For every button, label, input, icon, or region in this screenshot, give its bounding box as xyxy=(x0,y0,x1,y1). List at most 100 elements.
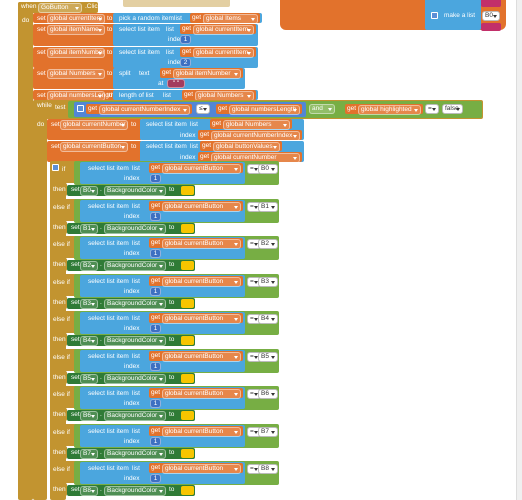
get-block xyxy=(180,47,256,57)
list-socket-label: list xyxy=(132,202,140,210)
get-block xyxy=(149,463,243,473)
list-block-label: select list item xyxy=(88,352,129,360)
then-label: then xyxy=(53,336,66,343)
set-block xyxy=(33,90,118,100)
text-dropdown: B8 xyxy=(258,464,278,474)
index-label: index xyxy=(124,325,140,332)
number-block: 1 xyxy=(150,174,161,183)
to-label: to xyxy=(131,121,137,128)
then-label: then xyxy=(53,223,66,231)
set-label: set xyxy=(71,223,80,231)
get-label: get xyxy=(200,153,210,160)
component-dropdown: B0 xyxy=(80,186,98,196)
component-dropdown: B4 xyxy=(80,336,98,346)
component-dropdown: B7 xyxy=(80,448,98,459)
component-set-block xyxy=(67,185,195,196)
index-label: index xyxy=(180,154,196,161)
color-block xyxy=(181,261,194,270)
if-keyword: else if xyxy=(53,466,70,473)
set-block xyxy=(33,68,118,89)
if-keyword: else if xyxy=(53,353,70,361)
if-block xyxy=(50,236,80,258)
index-label: index xyxy=(168,59,184,66)
list-socket-label: list xyxy=(174,15,182,22)
variable-dropdown: global currentNumberIndex xyxy=(99,105,190,115)
property-dropdown: BackgroundColor xyxy=(104,336,166,346)
to-label: to xyxy=(107,70,113,77)
if-keyword: else if xyxy=(53,316,70,323)
property-dropdown: BackgroundColor xyxy=(104,223,166,234)
get-label: get xyxy=(151,201,161,209)
set-label: set xyxy=(71,298,80,306)
variable-dropdown: global currentButton xyxy=(162,314,241,324)
get-block xyxy=(149,200,243,211)
color-block xyxy=(181,186,194,195)
event-when: when xyxy=(21,3,37,10)
index-label: index xyxy=(124,362,140,370)
index-label: at xyxy=(158,80,164,87)
event-block xyxy=(18,2,98,13)
list-block-label: select list item xyxy=(88,427,129,435)
set-label: set xyxy=(37,15,46,22)
to-label: to xyxy=(169,448,175,456)
operator-dropdown: = xyxy=(425,104,439,114)
dot-label: . xyxy=(100,373,102,381)
then-block xyxy=(50,483,67,496)
get-block xyxy=(149,275,243,286)
list-socket-label: list xyxy=(163,92,171,99)
to-label: to xyxy=(169,373,175,381)
number-block: 1 xyxy=(180,35,191,44)
number-block: 1 xyxy=(150,399,161,408)
set-label: set xyxy=(71,448,80,456)
if-block xyxy=(50,198,80,221)
set-label: set xyxy=(37,92,46,99)
index-label: index xyxy=(124,250,140,257)
variable-dropdown: global itemName xyxy=(47,25,105,35)
dot-label: . xyxy=(100,448,102,456)
list-block-label: select list item xyxy=(119,26,160,33)
then-block xyxy=(50,183,67,196)
variable-dropdown: global highlighted xyxy=(358,105,421,115)
then-block xyxy=(50,295,67,309)
list-block-label: select list item xyxy=(88,315,129,322)
number-block: 1 xyxy=(150,286,161,296)
variable-dropdown: global currentItem xyxy=(193,25,254,35)
index-label: index xyxy=(168,36,184,43)
set-label: set xyxy=(37,49,46,56)
event-body-bar xyxy=(18,2,33,500)
to-label: to xyxy=(131,143,137,150)
get-block xyxy=(160,68,243,78)
list-socket-label: list xyxy=(132,165,140,172)
list-socket-label: text xyxy=(139,70,150,77)
index-label: index xyxy=(124,287,140,295)
list-block-label: select list item xyxy=(88,202,129,210)
list-socket-label: list xyxy=(132,352,140,360)
get-label: get xyxy=(162,69,172,76)
if-keyword: else if xyxy=(53,391,70,398)
if-block xyxy=(50,273,80,296)
then-block xyxy=(50,408,67,421)
variable-dropdown: global currentButton xyxy=(162,164,241,174)
to-label: to xyxy=(107,92,113,99)
set-block xyxy=(47,141,142,162)
then-label: then xyxy=(53,261,66,268)
variable-dropdown: global currentButton xyxy=(162,351,241,362)
get-label: get xyxy=(151,389,161,396)
get-block xyxy=(216,104,302,114)
variable-dropdown: global currentNumberIndex xyxy=(211,131,300,141)
text-dropdown: B2 xyxy=(258,239,278,249)
property-dropdown: BackgroundColor xyxy=(104,373,166,384)
component-dropdown: B6 xyxy=(80,411,98,421)
dot-label: . xyxy=(100,223,102,231)
get-block xyxy=(149,388,243,398)
list-block xyxy=(113,13,262,23)
variable-dropdown: global Numbers xyxy=(47,69,105,79)
list-block-label: select list item xyxy=(88,465,129,472)
property-dropdown: BackgroundColor xyxy=(104,448,166,459)
list-block-label: select list item xyxy=(146,121,187,128)
list-socket-label: list xyxy=(166,49,174,56)
property-dropdown: BackgroundColor xyxy=(104,298,166,309)
number-block: 2 xyxy=(180,58,191,67)
color-block xyxy=(181,373,194,383)
text-block xyxy=(481,0,501,7)
